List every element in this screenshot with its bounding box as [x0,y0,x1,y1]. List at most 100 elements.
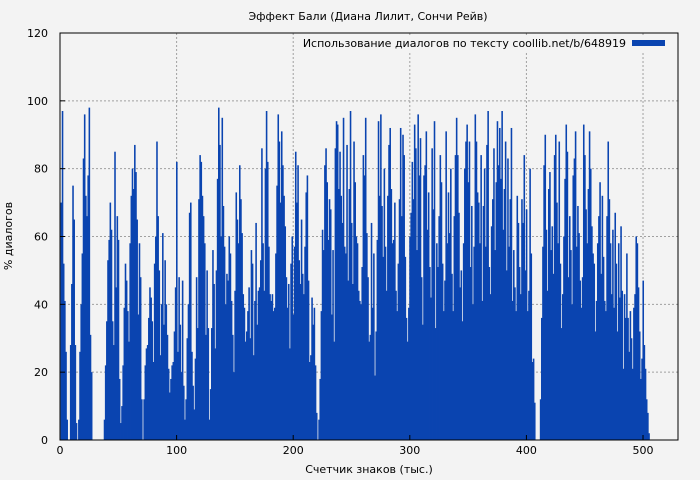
chart-title: Эффект Бали (Диана Лилит, Сончи Рейв) [248,10,487,23]
bar [602,256,605,440]
bar [322,250,325,440]
bar [623,294,626,440]
bar [366,233,368,440]
bar [354,182,356,441]
bar [315,412,318,440]
bar [79,351,81,440]
bar [375,331,377,440]
bar [487,111,489,440]
bar [410,212,412,440]
bar [644,368,647,440]
bar [626,253,628,440]
bar [509,199,512,440]
bar [472,304,474,440]
bar [224,304,227,440]
bar [166,334,169,440]
bar [507,158,509,441]
bar [415,148,417,440]
bar [465,141,467,440]
bar [82,158,85,441]
x-tick-label: 500 [633,444,654,457]
bar [540,317,543,440]
bar [195,277,198,440]
bar [276,185,278,441]
bar [380,114,382,441]
bar [450,168,452,441]
bar [459,287,461,441]
bar [418,175,421,440]
legend-label: Использование диалогов по тексту coollib… [303,37,626,50]
bar [648,433,650,440]
bar [325,148,327,440]
bar [159,355,162,440]
bar [87,175,89,440]
bar [207,328,210,440]
bar [531,361,534,440]
bar [312,324,315,440]
bar [229,253,232,440]
bar [643,345,646,440]
bar [510,127,513,440]
bar [149,287,151,441]
bar [342,117,345,440]
bar [136,219,138,440]
bar [363,175,366,440]
bar [384,246,387,440]
bar [553,155,556,440]
bar [266,161,269,440]
bar [127,311,129,440]
bar [240,199,242,440]
bar [565,124,568,440]
bar [141,399,143,440]
bar [219,144,221,440]
bar [124,263,127,440]
bar [368,341,370,440]
bar [152,361,155,440]
bar [581,277,584,440]
bar [306,175,309,440]
bar [61,111,64,440]
bar [334,148,337,440]
bar [236,219,239,440]
bar [502,229,505,440]
bar [170,378,172,440]
bar [409,236,411,440]
bar [324,165,326,440]
bar [500,178,502,440]
bar [381,205,383,440]
bar [75,423,78,440]
bar [321,229,324,440]
bar [620,226,622,440]
bar [215,270,218,440]
bar [543,165,545,440]
bar [172,361,175,440]
bar [319,378,322,440]
bar [270,300,273,440]
y-tick-label: 20 [34,366,48,379]
bar [457,155,459,440]
bar [599,182,601,441]
bar [532,358,535,440]
bar [401,216,403,440]
bar [638,331,641,440]
bar [331,314,333,440]
bar [247,311,249,440]
bar [297,165,299,440]
bar [242,294,245,440]
bar [390,189,393,440]
bar [108,239,110,440]
bar [218,107,220,441]
bar [445,131,447,441]
bar [432,209,435,440]
bar [261,148,263,440]
bar [528,290,530,440]
bar [130,195,133,440]
bar [385,290,388,440]
bar [561,294,564,440]
bar [466,124,468,440]
bar [458,212,460,440]
bar [451,273,453,440]
bar [304,246,306,440]
bar [244,341,247,440]
bar [192,385,194,440]
